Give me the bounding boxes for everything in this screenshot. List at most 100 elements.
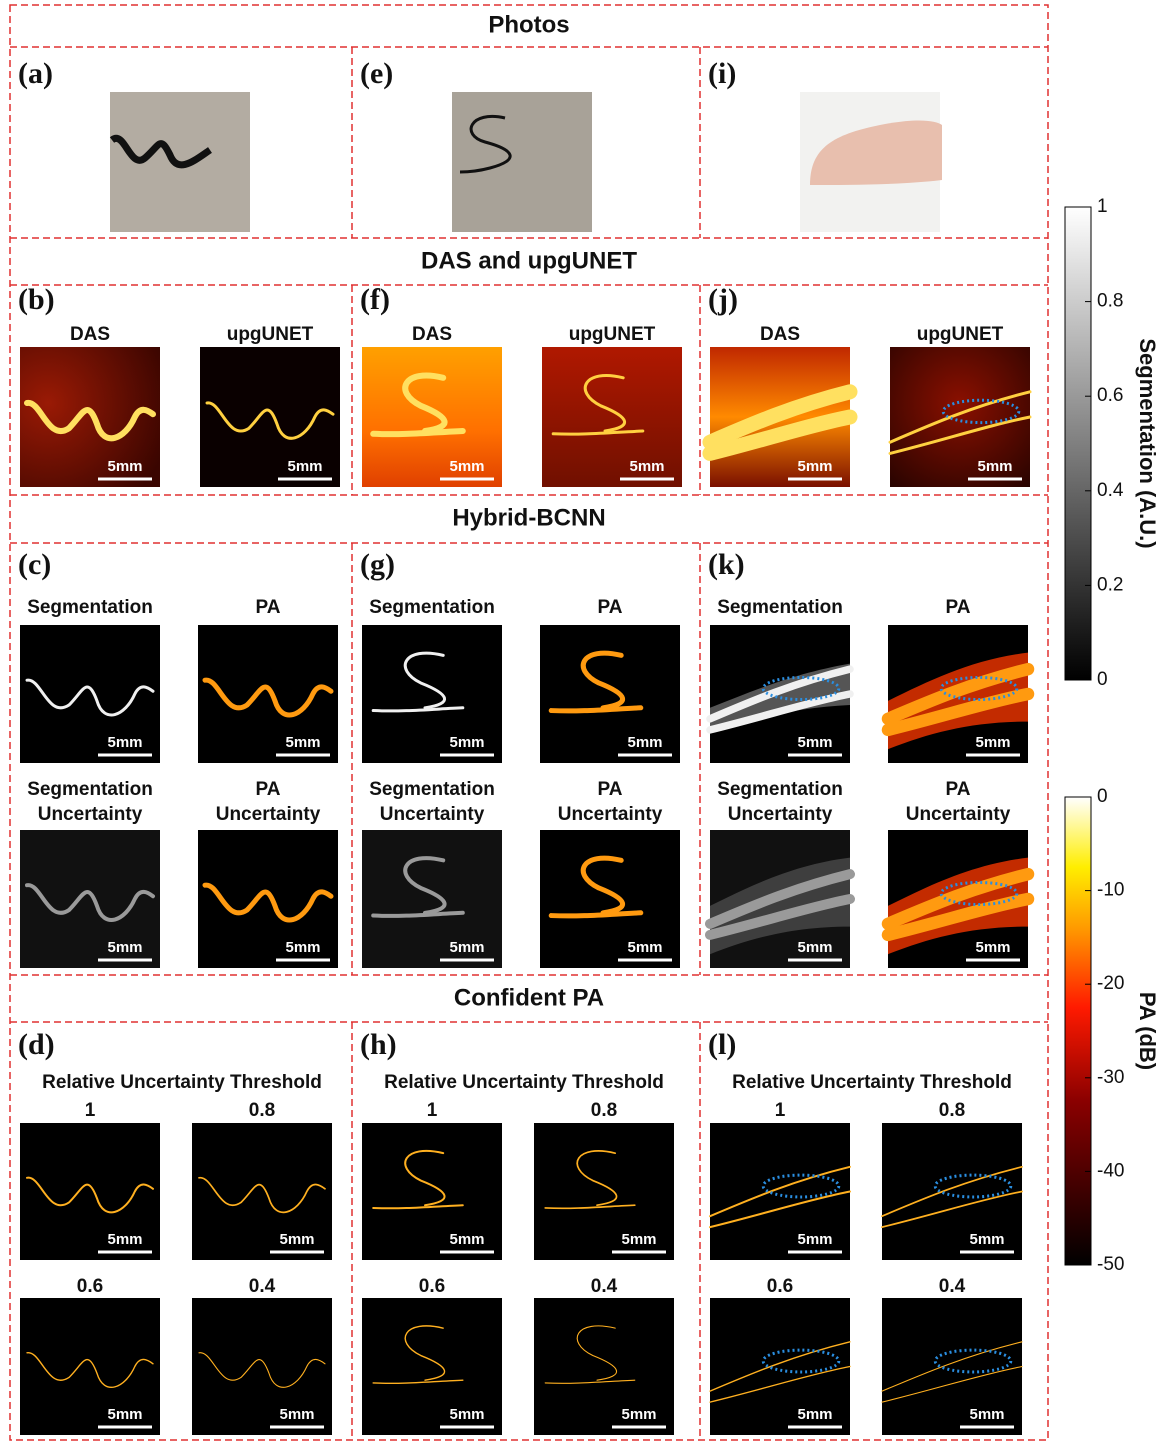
colorbar-tick-label: 0 bbox=[1097, 669, 1108, 690]
scale-bar-label: 5mm bbox=[449, 1231, 484, 1248]
colorbar bbox=[1065, 797, 1091, 1265]
panel-label: (g) bbox=[360, 548, 395, 581]
scale-bar-label: 5mm bbox=[797, 458, 832, 475]
scale-bar-label: 5mm bbox=[107, 1231, 142, 1248]
section-title: Confident PA bbox=[454, 984, 604, 1011]
threshold-title: Relative Uncertainty Threshold bbox=[384, 1072, 664, 1093]
panel-label: (e) bbox=[360, 57, 393, 90]
scale-bar-label: 5mm bbox=[107, 734, 142, 751]
image-title: Uncertainty bbox=[38, 804, 143, 825]
image-title: Segmentation bbox=[27, 779, 153, 800]
threshold-value: 0.8 bbox=[939, 1100, 965, 1121]
colorbar-tick-label: 0.2 bbox=[1097, 574, 1123, 595]
image-title: Uncertainty bbox=[906, 804, 1011, 825]
panel-label: (h) bbox=[360, 1028, 397, 1061]
scale-bar-label: 5mm bbox=[797, 734, 832, 751]
colorbar-tick-label: -50 bbox=[1097, 1254, 1124, 1275]
image-title: DAS bbox=[412, 324, 452, 345]
threshold-value: 0.8 bbox=[249, 1100, 275, 1121]
colorbar-tick-label: 1 bbox=[1097, 196, 1108, 217]
colorbar bbox=[1065, 207, 1091, 680]
colorbar-tick-label: 0.6 bbox=[1097, 385, 1123, 406]
threshold-value: 0.8 bbox=[591, 1100, 617, 1121]
colorbar-tick-label: -20 bbox=[1097, 973, 1124, 994]
threshold-title: Relative Uncertainty Threshold bbox=[732, 1072, 1012, 1093]
panel-label: (l) bbox=[708, 1028, 736, 1061]
panel-label: (d) bbox=[18, 1028, 55, 1061]
panel-label: (f) bbox=[360, 283, 390, 316]
image-title: upgUNET bbox=[227, 324, 314, 345]
scale-bar-label: 5mm bbox=[287, 458, 322, 475]
scale-bar-label: 5mm bbox=[449, 734, 484, 751]
colorbar-tick-label: -30 bbox=[1097, 1067, 1124, 1088]
scale-bar-label: 5mm bbox=[279, 1231, 314, 1248]
threshold-value: 0.6 bbox=[419, 1276, 445, 1297]
structure bbox=[373, 431, 463, 434]
image-title: Segmentation bbox=[717, 597, 843, 618]
scale-bar-label: 5mm bbox=[975, 939, 1010, 956]
scale-bar-label: 5mm bbox=[629, 458, 664, 475]
image-title: PA bbox=[946, 597, 971, 618]
photo bbox=[452, 92, 592, 232]
colorbar-label: Segmentation (A.U.) bbox=[1135, 338, 1160, 548]
scale-bar-label: 5mm bbox=[627, 734, 662, 751]
scale-bar-label: 5mm bbox=[107, 1406, 142, 1423]
threshold-value: 0.4 bbox=[591, 1276, 618, 1297]
scale-bar-label: 5mm bbox=[975, 734, 1010, 751]
colorbar-label: PA (dB) bbox=[1135, 992, 1160, 1070]
scale-bar-label: 5mm bbox=[977, 458, 1012, 475]
scale-bar-label: 5mm bbox=[627, 939, 662, 956]
scale-bar-label: 5mm bbox=[107, 458, 142, 475]
image-title: PA bbox=[598, 779, 623, 800]
panel-label: (c) bbox=[18, 548, 51, 581]
image-title: Uncertainty bbox=[558, 804, 663, 825]
colorbar-tick-label: 0 bbox=[1097, 786, 1108, 807]
panel-label: (j) bbox=[708, 283, 738, 316]
threshold-value: 0.4 bbox=[249, 1276, 276, 1297]
image-title: Segmentation bbox=[369, 597, 495, 618]
scale-bar-label: 5mm bbox=[449, 1406, 484, 1423]
scale-bar-label: 5mm bbox=[107, 939, 142, 956]
panel-label: (k) bbox=[708, 548, 745, 581]
image-title: upgUNET bbox=[569, 324, 656, 345]
figure: Photos DAS and upgUNET Hybrid-BCNN Confiden… bbox=[0, 0, 1165, 1444]
panel-label: (b) bbox=[18, 283, 55, 316]
scale-bar-label: 5mm bbox=[969, 1406, 1004, 1423]
image-title: upgUNET bbox=[917, 324, 1004, 345]
scale-bar-label: 5mm bbox=[449, 458, 484, 475]
panel-label: (i) bbox=[708, 57, 736, 90]
image-title: Uncertainty bbox=[380, 804, 485, 825]
threshold-value: 1 bbox=[775, 1100, 786, 1121]
scale-bar-label: 5mm bbox=[621, 1231, 656, 1248]
scale-bar-label: 5mm bbox=[969, 1231, 1004, 1248]
threshold-value: 0.6 bbox=[77, 1276, 103, 1297]
threshold-value: 0.6 bbox=[767, 1276, 793, 1297]
scale-bar-label: 5mm bbox=[797, 1406, 832, 1423]
image-title: Segmentation bbox=[27, 597, 153, 618]
threshold-value: 1 bbox=[85, 1100, 96, 1121]
image-title: PA bbox=[598, 597, 623, 618]
section-title: DAS and upgUNET bbox=[421, 247, 637, 274]
image-title: PA bbox=[256, 597, 281, 618]
threshold-value: 0.4 bbox=[939, 1276, 966, 1297]
section-title: Hybrid-BCNN bbox=[452, 504, 605, 531]
scale-bar-label: 5mm bbox=[797, 1231, 832, 1248]
colorbar-tick-label: -10 bbox=[1097, 880, 1124, 901]
threshold-title: Relative Uncertainty Threshold bbox=[42, 1072, 322, 1093]
image-title: Segmentation bbox=[369, 779, 495, 800]
colorbar-tick-label: 0.4 bbox=[1097, 480, 1124, 501]
image-title: PA bbox=[256, 779, 281, 800]
colorbar-tick-label: 0.8 bbox=[1097, 291, 1123, 312]
threshold-value: 1 bbox=[427, 1100, 438, 1121]
scale-bar-label: 5mm bbox=[797, 939, 832, 956]
panel-label: (a) bbox=[18, 57, 53, 90]
image-title: DAS bbox=[70, 324, 110, 345]
scale-bar-label: 5mm bbox=[279, 1406, 314, 1423]
scale-bar-label: 5mm bbox=[285, 939, 320, 956]
image-title: DAS bbox=[760, 324, 800, 345]
image-title: Segmentation bbox=[717, 779, 843, 800]
scale-bar-label: 5mm bbox=[449, 939, 484, 956]
section-title: Photos bbox=[488, 11, 569, 38]
image-title: Uncertainty bbox=[728, 804, 833, 825]
colorbar-tick-label: -40 bbox=[1097, 1160, 1124, 1181]
